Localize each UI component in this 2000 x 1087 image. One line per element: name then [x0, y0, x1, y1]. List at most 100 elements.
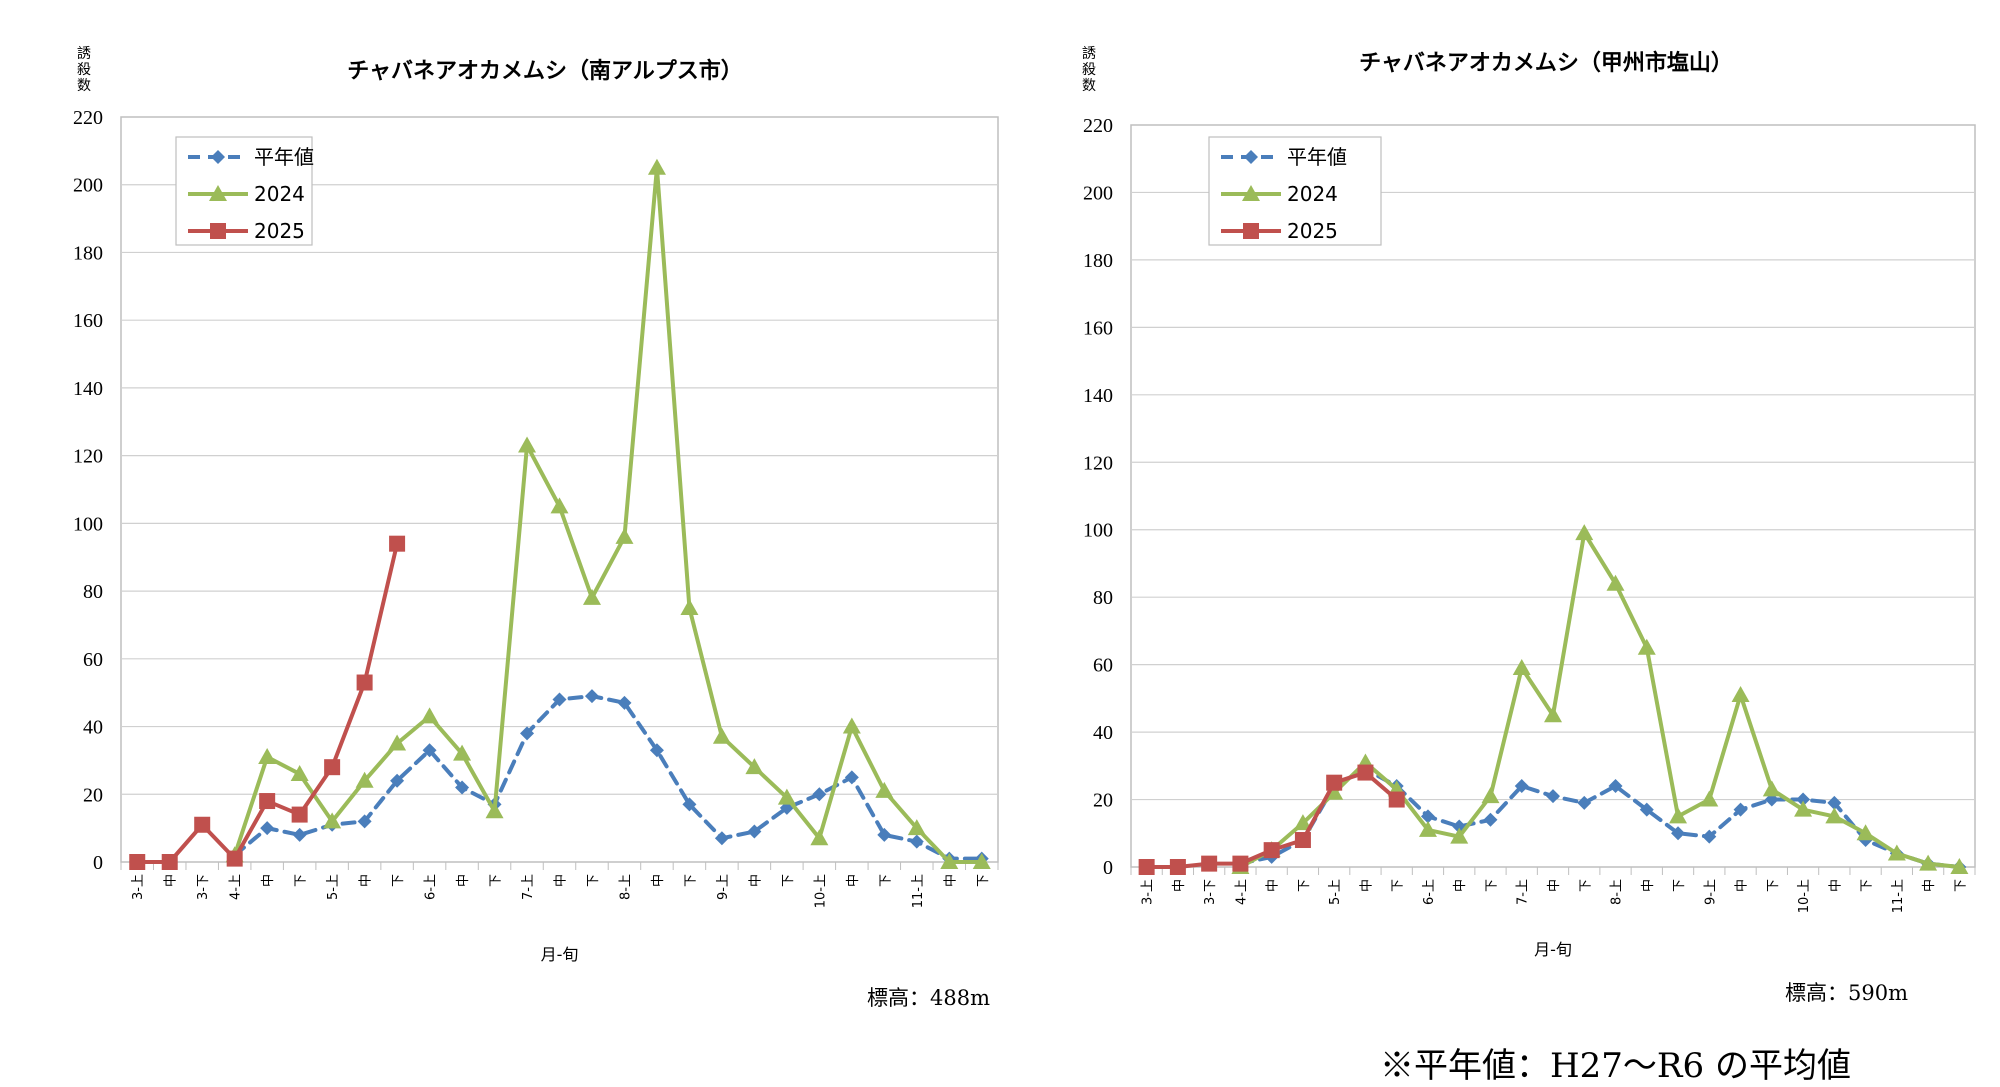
- data-point: [550, 497, 569, 514]
- x-tick-label: 3-下: [1203, 879, 1218, 905]
- x-tick-label: 下: [586, 874, 601, 887]
- data-point: [940, 853, 959, 869]
- data-point: [355, 771, 374, 788]
- x-tick-label: 8-上: [618, 874, 633, 900]
- x-tick-label: 中: [1641, 879, 1656, 892]
- data-point: [388, 734, 407, 751]
- x-tick-label: 中: [846, 874, 861, 887]
- x-tick-label: 中: [456, 874, 471, 887]
- data-point: [324, 759, 341, 776]
- series-1: [227, 689, 989, 866]
- y-axis-label: 殺: [77, 62, 91, 78]
- data-point: [1856, 824, 1875, 841]
- x-tick-label: 10-上: [1797, 879, 1812, 913]
- y-tick-label: 220: [73, 107, 103, 129]
- data-point: [1450, 827, 1469, 844]
- x-tick-label: 中: [943, 874, 958, 887]
- x-axis-label: 月-旬: [541, 945, 579, 964]
- data-point: [844, 770, 859, 785]
- y-tick-label: 100: [73, 513, 103, 535]
- x-tick-label: 下: [683, 874, 698, 887]
- y-tick-label: 120: [1083, 452, 1113, 474]
- x-tick-label: 下: [1391, 879, 1406, 892]
- data-point: [129, 854, 146, 870]
- data-point: [455, 780, 470, 795]
- chart-title: チャバネアオカメムシ（甲州市塩山）: [1359, 50, 1733, 76]
- y-axis-label: 殺: [1082, 62, 1096, 78]
- data-point: [420, 707, 439, 724]
- y-tick-label: 180: [73, 242, 103, 264]
- x-tick-label: 10-上: [813, 874, 828, 908]
- x-tick-label: 下: [1297, 879, 1312, 892]
- x-tick-label: 5-上: [1328, 879, 1343, 905]
- y-tick-label: 20: [83, 784, 103, 806]
- data-point: [745, 758, 764, 775]
- data-point: [1700, 790, 1719, 807]
- data-point: [1420, 809, 1435, 824]
- legend-label: 2025: [254, 219, 305, 243]
- data-point: [1169, 859, 1186, 875]
- x-tick-label: 下: [1766, 879, 1781, 892]
- data-point: [1512, 659, 1531, 676]
- data-point: [1669, 807, 1688, 824]
- legend-marker: [1243, 223, 1259, 239]
- data-point: [161, 854, 178, 870]
- x-tick-label: 3-上: [1141, 879, 1156, 905]
- data-point: [582, 588, 601, 605]
- data-point: [226, 850, 243, 867]
- data-point: [1827, 795, 1842, 810]
- y-tick-label: 60: [83, 649, 103, 671]
- y-tick-label: 220: [1083, 115, 1113, 137]
- x-tick-label: 下: [1953, 879, 1968, 892]
- y-tick-label: 200: [73, 175, 103, 197]
- data-point: [292, 827, 307, 842]
- chart-1: 0 20 40 60 80 100 120 140 160 180 200 220 3-上 中 3-下 4-上…: [73, 46, 999, 1010]
- x-tick-label: 3-下: [196, 874, 211, 900]
- chart-title: チャバネアオカメムシ（南アルプス市）: [347, 58, 743, 84]
- data-point: [1418, 820, 1437, 837]
- data-point: [356, 674, 373, 691]
- data-point: [584, 689, 599, 704]
- legend-label: 2024: [1287, 182, 1338, 206]
- legend-marker: [1242, 185, 1260, 201]
- data-point: [712, 727, 731, 744]
- data-point: [357, 814, 372, 829]
- x-tick-label: 下: [1578, 879, 1593, 892]
- x-tick-label: 中: [1828, 879, 1843, 892]
- data-point: [877, 827, 892, 842]
- x-tick-label: 6-上: [1422, 879, 1437, 905]
- data-point: [390, 773, 405, 788]
- data-point: [1232, 855, 1249, 872]
- data-point: [1919, 854, 1938, 871]
- y-tick-label: 120: [73, 446, 103, 468]
- data-point: [647, 158, 666, 175]
- series-3: [1138, 764, 1405, 875]
- x-tick-label: 中: [1172, 879, 1187, 892]
- data-point: [259, 793, 276, 810]
- x-tick-label: 7-上: [521, 874, 536, 900]
- data-point: [1388, 791, 1405, 808]
- y-axis-label: 数: [1082, 78, 1096, 94]
- data-point: [1606, 574, 1625, 591]
- data-point: [1762, 780, 1781, 797]
- legend-label: 平年値: [254, 145, 314, 169]
- y-tick-label: 100: [1083, 520, 1113, 542]
- data-point: [518, 436, 537, 453]
- data-point: [1733, 802, 1748, 817]
- legend: 平年値 2024 2025: [175, 136, 314, 246]
- data-point: [875, 781, 894, 798]
- data-point: [907, 819, 926, 836]
- data-point: [389, 535, 406, 552]
- legend-marker: [1244, 150, 1258, 164]
- data-point: [1577, 795, 1592, 810]
- y-tick-label: 180: [1083, 250, 1113, 272]
- legend-box: [1208, 136, 1382, 246]
- data-point: [1702, 829, 1717, 844]
- x-tick-label: 11-上: [1891, 879, 1906, 913]
- y-tick-label: 0: [93, 852, 103, 874]
- data-point: [1825, 807, 1844, 824]
- data-point: [1294, 832, 1311, 849]
- x-tick-label: 6-上: [424, 874, 439, 900]
- x-axis-label: 月-旬: [1534, 940, 1572, 959]
- data-point: [290, 764, 309, 781]
